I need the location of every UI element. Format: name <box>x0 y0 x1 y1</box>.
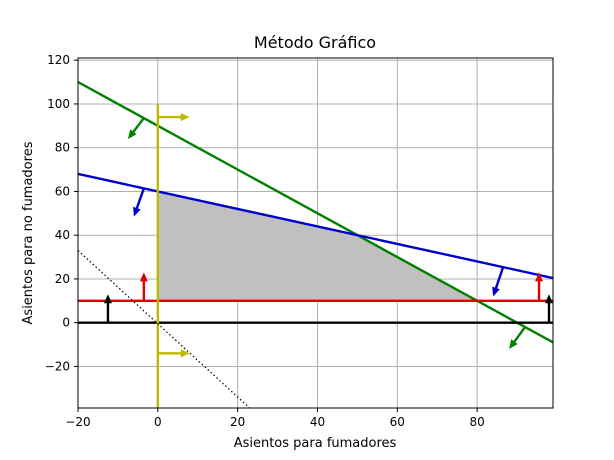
series-layer <box>78 81 553 408</box>
constraint-arrow-head <box>180 349 190 358</box>
ticks-layer: −20 0 20 40 60 80 −20 0 20 40 60 80 100 120 <box>45 53 485 429</box>
x-axis-label: Asientos para fumadores <box>234 436 397 451</box>
x-tick-label: 80 <box>470 415 485 429</box>
y-tick-label: 120 <box>47 53 70 67</box>
y-axis-label: Asientos para no fumadores <box>21 141 36 324</box>
constraint-arrow-head <box>509 339 518 349</box>
constraint-arrow <box>512 326 527 344</box>
constraint-arrow-head <box>492 286 500 297</box>
plot-frame <box>77 57 554 409</box>
y-tick-label: 80 <box>55 141 70 155</box>
constraint-arrow-head <box>545 294 553 304</box>
y-tick-label: 100 <box>47 97 70 111</box>
series-0 <box>78 81 553 349</box>
constraint-line <box>78 81 553 344</box>
constraint-arrow-head <box>535 272 544 282</box>
x-tick-label: 20 <box>230 415 245 429</box>
constraint-arrow-head <box>127 129 137 139</box>
constraint-arrow-head <box>103 294 112 304</box>
objective-line <box>78 250 251 408</box>
x-tick-label: 40 <box>310 415 325 429</box>
feasible-region <box>157 191 478 301</box>
y-tick-label: 60 <box>55 184 70 198</box>
x-tick-label: 60 <box>390 415 405 429</box>
y-tick-label: 20 <box>55 272 70 286</box>
chart-title: Método Gráfico <box>254 33 376 52</box>
y-tick-label: 40 <box>55 228 70 242</box>
series-4 <box>156 103 190 408</box>
constraint-arrow-head <box>133 206 141 217</box>
feasible-region-layer <box>157 191 478 301</box>
y-tick-label: −20 <box>45 359 70 373</box>
constraint-arrow <box>131 117 145 135</box>
constraint-arrow <box>135 187 145 211</box>
x-tick-label: −20 <box>65 415 90 429</box>
x-tick-label: 0 <box>154 415 162 429</box>
constraint-arrow <box>494 266 505 291</box>
y-tick-label: 0 <box>62 316 70 330</box>
series-5 <box>78 250 251 408</box>
constraint-arrow-head <box>139 272 148 282</box>
constraint-arrow-head <box>180 113 190 122</box>
